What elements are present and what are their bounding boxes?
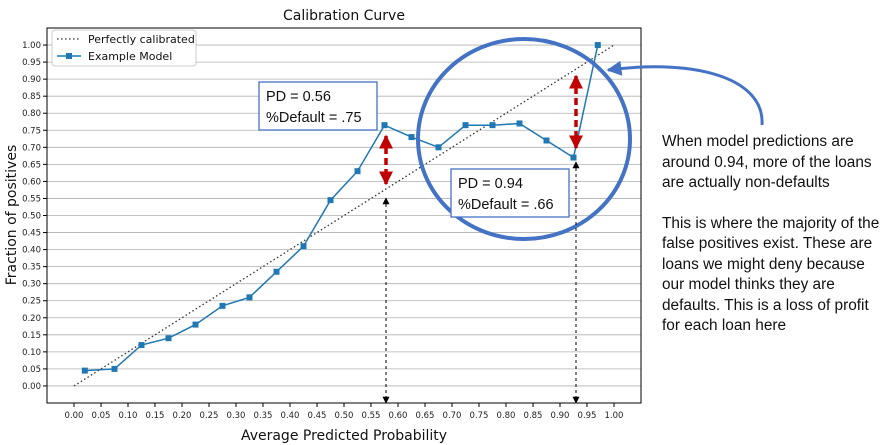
chart-title: Calibration Curve bbox=[283, 8, 405, 24]
y-tick-label: 0.25 bbox=[22, 297, 41, 307]
annotation-line: PD = 0.56 bbox=[266, 89, 331, 105]
y-tick-label: 0.45 bbox=[22, 229, 41, 239]
plot-frame bbox=[46, 27, 642, 404]
annotation-line: %Default = .66 bbox=[458, 197, 554, 213]
model-point bbox=[381, 122, 388, 129]
model-series-line bbox=[84, 44, 599, 372]
x-axis-label: Average Predicted Probability bbox=[241, 428, 447, 444]
model-point bbox=[246, 294, 253, 301]
y-tick-label: 0.20 bbox=[22, 314, 41, 324]
x-tick-label: 0.20 bbox=[173, 411, 192, 421]
model-point bbox=[543, 137, 550, 144]
y-tick-label: 0.75 bbox=[22, 126, 41, 136]
highlight-circle bbox=[416, 37, 632, 241]
y-tick-label: 0.55 bbox=[22, 194, 41, 204]
y-tick-label: 1.00 bbox=[22, 41, 41, 51]
legend-label-perfectly-calibrated: Perfectly calibrated bbox=[88, 33, 195, 46]
model-point bbox=[138, 342, 145, 349]
y-tick-label: 0.05 bbox=[22, 365, 41, 375]
x-tick-label: 0.10 bbox=[119, 411, 138, 421]
x-tick-label: 0.30 bbox=[227, 411, 246, 421]
model-point bbox=[327, 197, 334, 204]
y-tick-label: 0.80 bbox=[22, 109, 41, 119]
side-note-paragraph: This is where the majority of the false … bbox=[662, 214, 880, 335]
model-point bbox=[594, 42, 601, 49]
model-point bbox=[111, 365, 118, 372]
model-point bbox=[192, 321, 199, 328]
perfect-calibration-line bbox=[73, 44, 615, 387]
x-tick-label: 0.90 bbox=[551, 411, 570, 421]
x-tick-label: 0.35 bbox=[254, 411, 273, 421]
x-tick-label: 0.15 bbox=[146, 411, 165, 421]
x-tick-label: 0.85 bbox=[524, 411, 543, 421]
y-tick-label: 0.50 bbox=[22, 212, 41, 222]
legend-box bbox=[51, 29, 197, 67]
x-tick-label: 0.50 bbox=[335, 411, 354, 421]
y-tick-label: 0.35 bbox=[22, 263, 41, 273]
model-point bbox=[462, 122, 469, 129]
y-tick-label: 0.00 bbox=[22, 382, 41, 392]
pointer-arrow bbox=[606, 60, 764, 126]
y-tick-label: 0.90 bbox=[22, 75, 41, 85]
x-tick-label: 0.80 bbox=[497, 411, 516, 421]
x-tick-label: 0.40 bbox=[281, 411, 300, 421]
x-tick-label: 0.55 bbox=[362, 411, 381, 421]
model-point bbox=[273, 268, 280, 275]
annotation-line: %Default = .75 bbox=[266, 110, 362, 126]
annotation-box bbox=[258, 81, 378, 131]
y-tick-label: 0.85 bbox=[22, 92, 41, 102]
model-point bbox=[516, 120, 523, 127]
model-point bbox=[408, 134, 415, 141]
model-point bbox=[489, 122, 496, 129]
y-tick-label: 0.30 bbox=[22, 280, 41, 290]
x-tick-label: 0.70 bbox=[443, 411, 462, 421]
model-point bbox=[165, 335, 172, 342]
side-note: When model predictions are around 0.94, … bbox=[662, 132, 883, 357]
legend-label-example-model: Example Model bbox=[88, 50, 172, 63]
model-point bbox=[81, 367, 88, 374]
model-point bbox=[435, 144, 442, 151]
y-tick-label: 0.70 bbox=[22, 143, 41, 153]
y-tick-label: 0.10 bbox=[22, 348, 41, 358]
x-tick-label: 0.00 bbox=[65, 411, 84, 421]
legend-model-marker bbox=[66, 53, 72, 59]
x-tick-label: 0.75 bbox=[470, 411, 489, 421]
legend: Perfectly calibrated Example Model bbox=[51, 29, 197, 67]
x-tick-label: 0.25 bbox=[200, 411, 219, 421]
model-point bbox=[300, 243, 307, 250]
x-tick-label: 1.00 bbox=[605, 411, 624, 421]
x-tick-label: 0.95 bbox=[578, 411, 597, 421]
y-tick-label: 0.95 bbox=[22, 58, 41, 68]
x-tick-label: 0.45 bbox=[308, 411, 327, 421]
model-point bbox=[219, 302, 226, 309]
y-axis-label: Fraction of positives bbox=[4, 145, 20, 286]
annotation-box bbox=[450, 168, 570, 218]
y-tick-label: 0.60 bbox=[22, 177, 41, 187]
annotation-pd-056: PD = 0.56 %Default = .75 bbox=[258, 81, 378, 131]
annotation-pd-094: PD = 0.94 %Default = .66 bbox=[450, 168, 570, 218]
y-tick-label: 0.15 bbox=[22, 331, 41, 341]
x-tick-label: 0.05 bbox=[92, 411, 111, 421]
annotation-line: PD = 0.94 bbox=[458, 176, 523, 192]
model-point bbox=[570, 154, 577, 161]
model-point bbox=[354, 168, 361, 175]
y-tick-label: 0.65 bbox=[22, 160, 41, 170]
side-note-paragraph: When model predictions are around 0.94, … bbox=[662, 133, 872, 191]
x-tick-label: 0.60 bbox=[389, 411, 408, 421]
y-tick-label: 0.40 bbox=[22, 246, 41, 256]
x-tick-label: 0.65 bbox=[416, 411, 435, 421]
